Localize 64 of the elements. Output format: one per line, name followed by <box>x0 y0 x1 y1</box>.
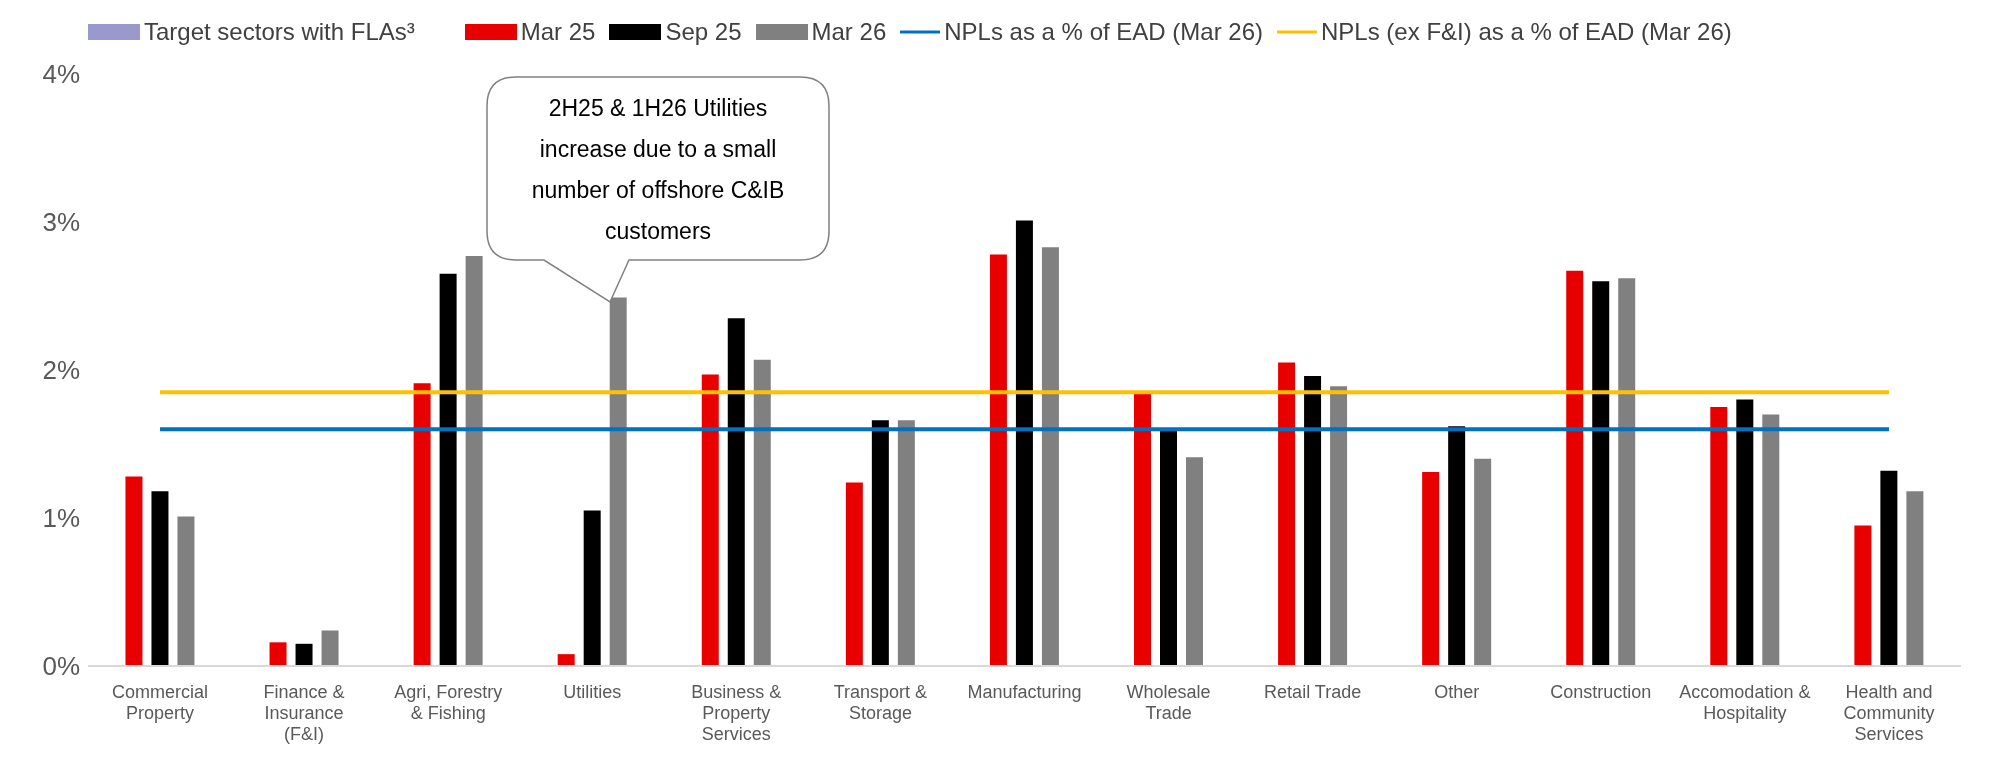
x-tick-label: Retail Trade <box>1264 682 1362 702</box>
y-tick-label: 0% <box>42 651 80 682</box>
bar <box>845 482 863 666</box>
bar <box>1566 270 1584 666</box>
bar <box>1880 470 1898 666</box>
annotation: 2H25 & 1H26 Utilities increase due to a small number of offshore C&IB customers <box>530 94 786 246</box>
bar <box>1041 247 1059 666</box>
bar <box>1618 278 1636 666</box>
bar <box>1422 472 1440 666</box>
bar <box>321 630 339 666</box>
x-tick-label: Construction <box>1550 682 1652 702</box>
bar <box>1592 281 1610 666</box>
x-tick-label: Finance & Insurance (F&I) <box>263 682 345 744</box>
bar <box>269 642 287 666</box>
y-tick-label: 3% <box>42 207 80 238</box>
x-tick-label: Other <box>1434 682 1480 702</box>
y-tick-label: 2% <box>42 355 80 386</box>
y-tick-label: 1% <box>42 503 80 534</box>
legend-label: Target sectors with FLAs³ <box>144 18 415 46</box>
bar <box>701 374 719 666</box>
bar <box>1474 458 1492 666</box>
legend-label: Sep 25 <box>665 18 742 46</box>
bar <box>1330 386 1348 666</box>
x-tick-label: Transport & Storage <box>833 682 928 723</box>
legend-label: Mar 25 <box>520 18 596 46</box>
bar <box>583 510 601 666</box>
x-tick-label: Utilities <box>563 682 622 702</box>
bar <box>1906 491 1924 666</box>
legend-label: Mar 26 <box>811 18 887 46</box>
bar <box>1710 407 1728 666</box>
bar <box>177 516 195 666</box>
bar <box>1736 399 1754 666</box>
x-tick-label: Commercial Property <box>112 682 209 723</box>
bar <box>439 273 457 666</box>
bar <box>465 256 483 666</box>
bar <box>1854 525 1872 666</box>
bar <box>1015 220 1033 666</box>
x-tick-label: Business & Property Services <box>691 682 782 744</box>
bar <box>125 476 143 666</box>
x-tick-label: Health and Community Services <box>1843 682 1935 744</box>
x-tick-label: Wholesale Trade <box>1126 682 1211 723</box>
bar <box>871 420 889 666</box>
bar <box>295 643 313 666</box>
bar <box>1186 457 1203 666</box>
bar <box>557 654 575 666</box>
x-tick-label: Accomodation & Hospitality <box>1679 682 1811 723</box>
bar <box>1134 393 1151 666</box>
x-tick-label: Manufacturing <box>967 682 1082 702</box>
bar <box>989 254 1007 666</box>
bar <box>609 297 627 666</box>
bar <box>753 359 771 666</box>
bar <box>413 383 431 666</box>
bar <box>151 491 169 666</box>
bar <box>897 420 915 666</box>
y-tick-label: 4% <box>42 59 80 90</box>
bar <box>1762 414 1780 666</box>
bar <box>1304 375 1322 666</box>
bar <box>1278 362 1296 666</box>
bar <box>727 318 745 666</box>
legend-label: NPLs as a % of EAD (Mar 26) <box>944 18 1264 46</box>
bar <box>1448 426 1466 666</box>
bar <box>1160 429 1177 666</box>
legend-label: NPLs (ex F&I) as a % of EAD (Mar 26) <box>1321 18 1732 46</box>
x-tick-label: Agri, Forestry & Fishing <box>394 682 503 723</box>
